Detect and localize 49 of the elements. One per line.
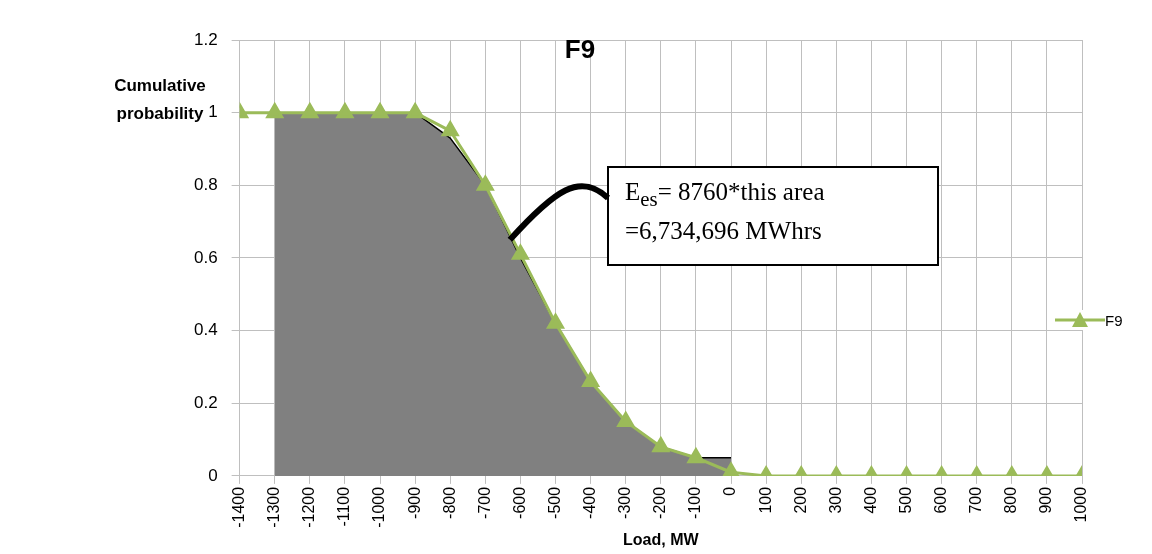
y-tick-label: 0.6 bbox=[193, 247, 218, 267]
x-tick-label: 200 bbox=[791, 486, 809, 514]
x-tick-label: 300 bbox=[826, 486, 844, 514]
x-tick-label: -200 bbox=[651, 486, 669, 519]
x-tick-label: -700 bbox=[475, 486, 493, 519]
x-tick-label: 400 bbox=[861, 486, 879, 514]
point bbox=[441, 121, 459, 137]
point bbox=[547, 313, 564, 329]
annotation: E$_{es}$= 8760*this area =6,734,696 MWhrs bbox=[625, 177, 826, 246]
x-tick-label: -1000 bbox=[370, 486, 388, 528]
x-tick-label: -1100 bbox=[335, 486, 353, 527]
x-tick-label: 600 bbox=[932, 486, 950, 514]
x-tick-label: -500 bbox=[545, 486, 563, 519]
point bbox=[336, 103, 354, 119]
x-tick-label: 900 bbox=[1037, 486, 1055, 514]
y-tick-label: 0.4 bbox=[193, 320, 218, 340]
y-tick-label: 0 bbox=[208, 465, 218, 485]
x-tick-label: 1000 bbox=[1072, 486, 1090, 523]
point bbox=[511, 244, 529, 260]
x-tick-label: -1400 bbox=[230, 486, 248, 528]
x-tick-label: -1300 bbox=[265, 486, 283, 528]
y-tick-label: 1.2 bbox=[193, 29, 218, 49]
y-tick-label: 1 bbox=[208, 102, 218, 122]
x-tick-label: -1200 bbox=[300, 486, 318, 528]
point bbox=[476, 175, 494, 191]
x-tick-label: -900 bbox=[405, 486, 423, 519]
x-tick-label: 800 bbox=[1002, 486, 1020, 514]
x-axis-title: Load, MW bbox=[623, 530, 700, 548]
x-tick-label: -100 bbox=[686, 486, 704, 519]
y-axis-title: Cumulative probability bbox=[114, 76, 206, 123]
point bbox=[406, 103, 424, 119]
legend-label: F9 bbox=[1105, 311, 1123, 329]
x-tick-label: -300 bbox=[616, 486, 634, 519]
x-tick-label: -400 bbox=[581, 486, 599, 519]
y-tick-label: 0.2 bbox=[193, 392, 218, 412]
point bbox=[617, 411, 635, 427]
point bbox=[582, 371, 600, 387]
point bbox=[266, 103, 284, 119]
x-tick-label: 500 bbox=[896, 486, 914, 514]
point bbox=[371, 103, 389, 119]
y-tick-label: 0.8 bbox=[193, 174, 218, 194]
x-tick-label: 700 bbox=[967, 486, 985, 514]
point bbox=[301, 103, 319, 119]
x-tick-label: 0 bbox=[721, 486, 739, 496]
point bbox=[722, 462, 740, 476]
x-tick-label: -800 bbox=[440, 486, 458, 519]
x-tick-label: 100 bbox=[756, 486, 774, 514]
chart-title: F9 bbox=[563, 34, 597, 65]
x-tick-label: -600 bbox=[510, 486, 528, 519]
